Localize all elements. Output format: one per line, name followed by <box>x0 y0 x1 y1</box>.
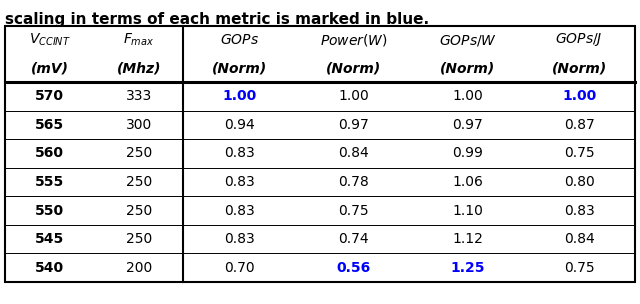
Text: $GOPs/J$: $GOPs/J$ <box>556 32 603 49</box>
Text: (Norm): (Norm) <box>326 61 381 75</box>
Text: 0.75: 0.75 <box>564 261 595 275</box>
Text: 0.87: 0.87 <box>564 118 595 132</box>
Text: 0.56: 0.56 <box>337 261 371 275</box>
Text: 0.97: 0.97 <box>452 118 483 132</box>
Text: 0.75: 0.75 <box>338 204 369 218</box>
Text: 1.12: 1.12 <box>452 232 483 246</box>
Text: 0.78: 0.78 <box>338 175 369 189</box>
Text: 540: 540 <box>35 261 64 275</box>
Text: 250: 250 <box>125 232 152 246</box>
Text: 0.83: 0.83 <box>224 232 255 246</box>
Text: 0.84: 0.84 <box>338 147 369 161</box>
Text: (Norm): (Norm) <box>212 61 267 75</box>
Text: (Mhz): (Mhz) <box>116 61 161 75</box>
Text: $V_{CCINT}$: $V_{CCINT}$ <box>29 32 70 48</box>
Text: $Power(W)$: $Power(W)$ <box>319 32 387 48</box>
Text: 570: 570 <box>35 89 64 103</box>
Text: 250: 250 <box>125 147 152 161</box>
Bar <box>5 26 635 282</box>
Text: 200: 200 <box>125 261 152 275</box>
Text: (Norm): (Norm) <box>440 61 495 75</box>
Text: 0.83: 0.83 <box>224 204 255 218</box>
Text: 0.80: 0.80 <box>564 175 595 189</box>
Text: (Norm): (Norm) <box>552 61 607 75</box>
Text: 0.83: 0.83 <box>224 175 255 189</box>
Text: 0.83: 0.83 <box>564 204 595 218</box>
Text: 250: 250 <box>125 175 152 189</box>
Text: 0.84: 0.84 <box>564 232 595 246</box>
Text: 0.70: 0.70 <box>224 261 255 275</box>
Text: 0.94: 0.94 <box>224 118 255 132</box>
Text: 0.75: 0.75 <box>564 147 595 161</box>
Text: 0.97: 0.97 <box>338 118 369 132</box>
Text: $F_{max}$: $F_{max}$ <box>123 32 154 48</box>
Text: 1.00: 1.00 <box>452 89 483 103</box>
Text: 1.25: 1.25 <box>451 261 485 275</box>
Text: 565: 565 <box>35 118 64 132</box>
Text: 0.99: 0.99 <box>452 147 483 161</box>
Text: 0.74: 0.74 <box>338 232 369 246</box>
Text: 1.00: 1.00 <box>338 89 369 103</box>
Text: scaling in terms of each metric is marked in blue.: scaling in terms of each metric is marke… <box>5 12 429 27</box>
Text: 1.00: 1.00 <box>222 89 256 103</box>
Text: 1.10: 1.10 <box>452 204 483 218</box>
Text: 550: 550 <box>35 204 64 218</box>
Text: (mV): (mV) <box>31 61 68 75</box>
Text: 333: 333 <box>125 89 152 103</box>
Text: 0.83: 0.83 <box>224 147 255 161</box>
Text: 250: 250 <box>125 204 152 218</box>
Text: 1.06: 1.06 <box>452 175 483 189</box>
Text: $GOPs/W$: $GOPs/W$ <box>438 33 497 47</box>
Text: 1.00: 1.00 <box>562 89 596 103</box>
Text: 555: 555 <box>35 175 64 189</box>
Text: 300: 300 <box>125 118 152 132</box>
Text: 560: 560 <box>35 147 64 161</box>
Text: $GOPs$: $GOPs$ <box>220 33 259 47</box>
Text: 545: 545 <box>35 232 64 246</box>
